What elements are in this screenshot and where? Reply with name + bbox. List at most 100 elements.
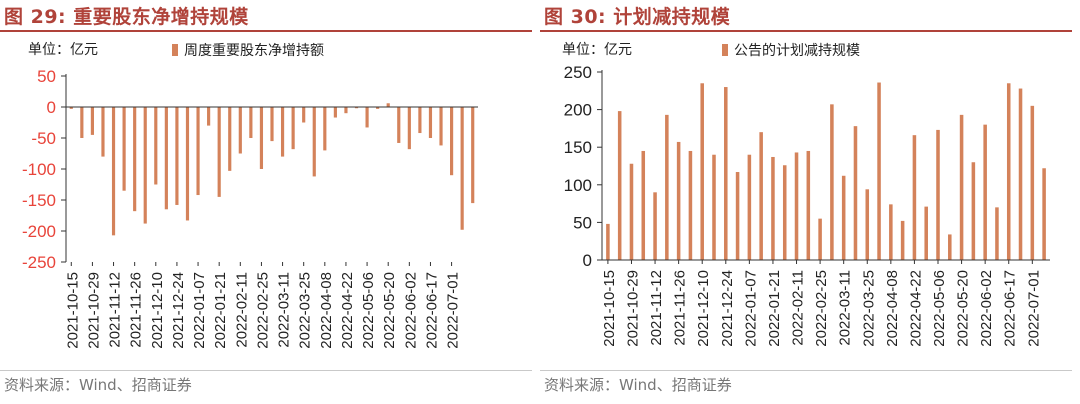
x-tick-label: 2022-01-07: [742, 270, 759, 347]
bar: [936, 129, 940, 260]
bar: [376, 107, 380, 109]
bar: [280, 107, 285, 157]
unit-label: 单位：亿元: [28, 41, 98, 57]
y-tick-label: 0: [583, 251, 592, 270]
y-tick-label: -250: [22, 253, 56, 272]
bar: [270, 107, 274, 142]
bar: [971, 162, 976, 260]
bar: [1042, 168, 1046, 260]
y-tick-label: 250: [564, 63, 592, 82]
figure-panel-30: 图 30: 计划减持规模 单位：亿元 公告的计划减持规模 250 200 150 100 5…: [540, 0, 1080, 404]
x-tick-label: 2022-05-06: [360, 272, 377, 349]
bar: [80, 107, 84, 138]
legend-label: 周度重要股东净增持额: [184, 42, 324, 58]
bar: [90, 107, 94, 135]
source-note: 资料来源：Wind、招商证券: [4, 376, 192, 394]
x-tick-label: 2022-04-08: [318, 272, 335, 349]
x-tick-label: 2021-10-29: [624, 270, 641, 347]
x-tick-label: 2022-05-20: [955, 270, 972, 347]
figure-panel-29: 图 29: 重要股东净增持规模 单位：亿元 周度重要股东净增持额 50 0 -50 -10…: [0, 6, 532, 394]
y-tick-label: -100: [22, 160, 56, 179]
x-tick-label: 2021-10-15: [601, 270, 618, 347]
bar: [1018, 88, 1023, 260]
bar: [865, 189, 870, 260]
x-tick-label: 2022-04-22: [907, 270, 924, 347]
bar: [407, 107, 411, 150]
bar: [924, 206, 928, 260]
bar: [154, 107, 158, 185]
x-tick-label: 2021-12-10: [695, 270, 712, 347]
bar: [217, 107, 221, 197]
bar: [830, 104, 834, 260]
x-tick-label: 2022-01-07: [191, 272, 208, 349]
bar: [676, 141, 681, 260]
bar: [249, 107, 253, 138]
legend-swatch: [722, 44, 728, 56]
bar: [111, 107, 116, 236]
x-tick-label: 2022-03-25: [860, 270, 877, 347]
bar: [386, 103, 390, 107]
x-tick-label: 2022-03-25: [297, 272, 314, 349]
x-tick-label: 2022-02-11: [233, 272, 250, 348]
bar: [333, 107, 337, 118]
bar: [122, 107, 126, 191]
bar: [629, 163, 634, 260]
footer-rule: [0, 370, 532, 371]
bar: [312, 107, 316, 177]
x-tick-label: 2021-12-24: [719, 270, 736, 347]
bar: [759, 132, 763, 260]
bar: [853, 126, 858, 260]
bar: [889, 204, 893, 260]
bar: [794, 152, 799, 260]
bar: [771, 156, 775, 260]
bar: [397, 107, 401, 143]
bar: [185, 107, 190, 221]
bar: [900, 220, 905, 260]
bar: [806, 150, 811, 260]
y-tick-label: -50: [31, 129, 56, 148]
bar: [354, 107, 359, 109]
bar: [259, 107, 264, 169]
bar: [1030, 105, 1035, 260]
legend-label: 公告的计划减持规模: [734, 42, 860, 58]
bar: [133, 107, 137, 212]
bar: [238, 107, 242, 154]
x-tick-label: 2021-11-12: [648, 270, 665, 346]
bar: [782, 165, 787, 260]
y-tick-label: 0: [47, 98, 56, 117]
x-tick-label: 2021-11-26: [128, 272, 145, 348]
bar: [1006, 83, 1011, 260]
figure-title: 图 30: 计划减持规模: [544, 6, 731, 28]
bar: [143, 107, 147, 224]
x-tick-label: 2022-06-17: [1002, 270, 1019, 347]
bar: [228, 107, 232, 171]
bar: [735, 172, 740, 260]
bar: [747, 154, 752, 260]
bar: [948, 234, 952, 260]
bar: [365, 107, 369, 128]
bar: [344, 107, 348, 114]
bar: [983, 124, 987, 260]
bar: [700, 83, 704, 260]
bar: [877, 82, 881, 260]
bar: [995, 207, 999, 260]
x-tick-label: 2021-11-12: [107, 272, 124, 348]
x-tick-label: 2021-12-10: [149, 272, 166, 349]
bar: [291, 107, 295, 150]
x-tick-label: 2022-06-02: [978, 270, 995, 347]
bar: [323, 107, 327, 151]
bar: [688, 150, 693, 260]
x-tick-label: 2021-12-24: [170, 272, 187, 349]
legend-swatch: [172, 44, 178, 56]
x-tick-label: 2021-11-26: [672, 270, 689, 346]
bar: [912, 135, 917, 260]
bar: [665, 114, 669, 260]
bar: [207, 107, 211, 126]
title-rule: [540, 30, 1072, 32]
bar: [302, 107, 306, 123]
bar: [175, 107, 179, 205]
title-rule: [0, 30, 532, 32]
footer-rule: [540, 370, 1072, 371]
bar: [641, 150, 646, 260]
bar: [724, 87, 728, 260]
